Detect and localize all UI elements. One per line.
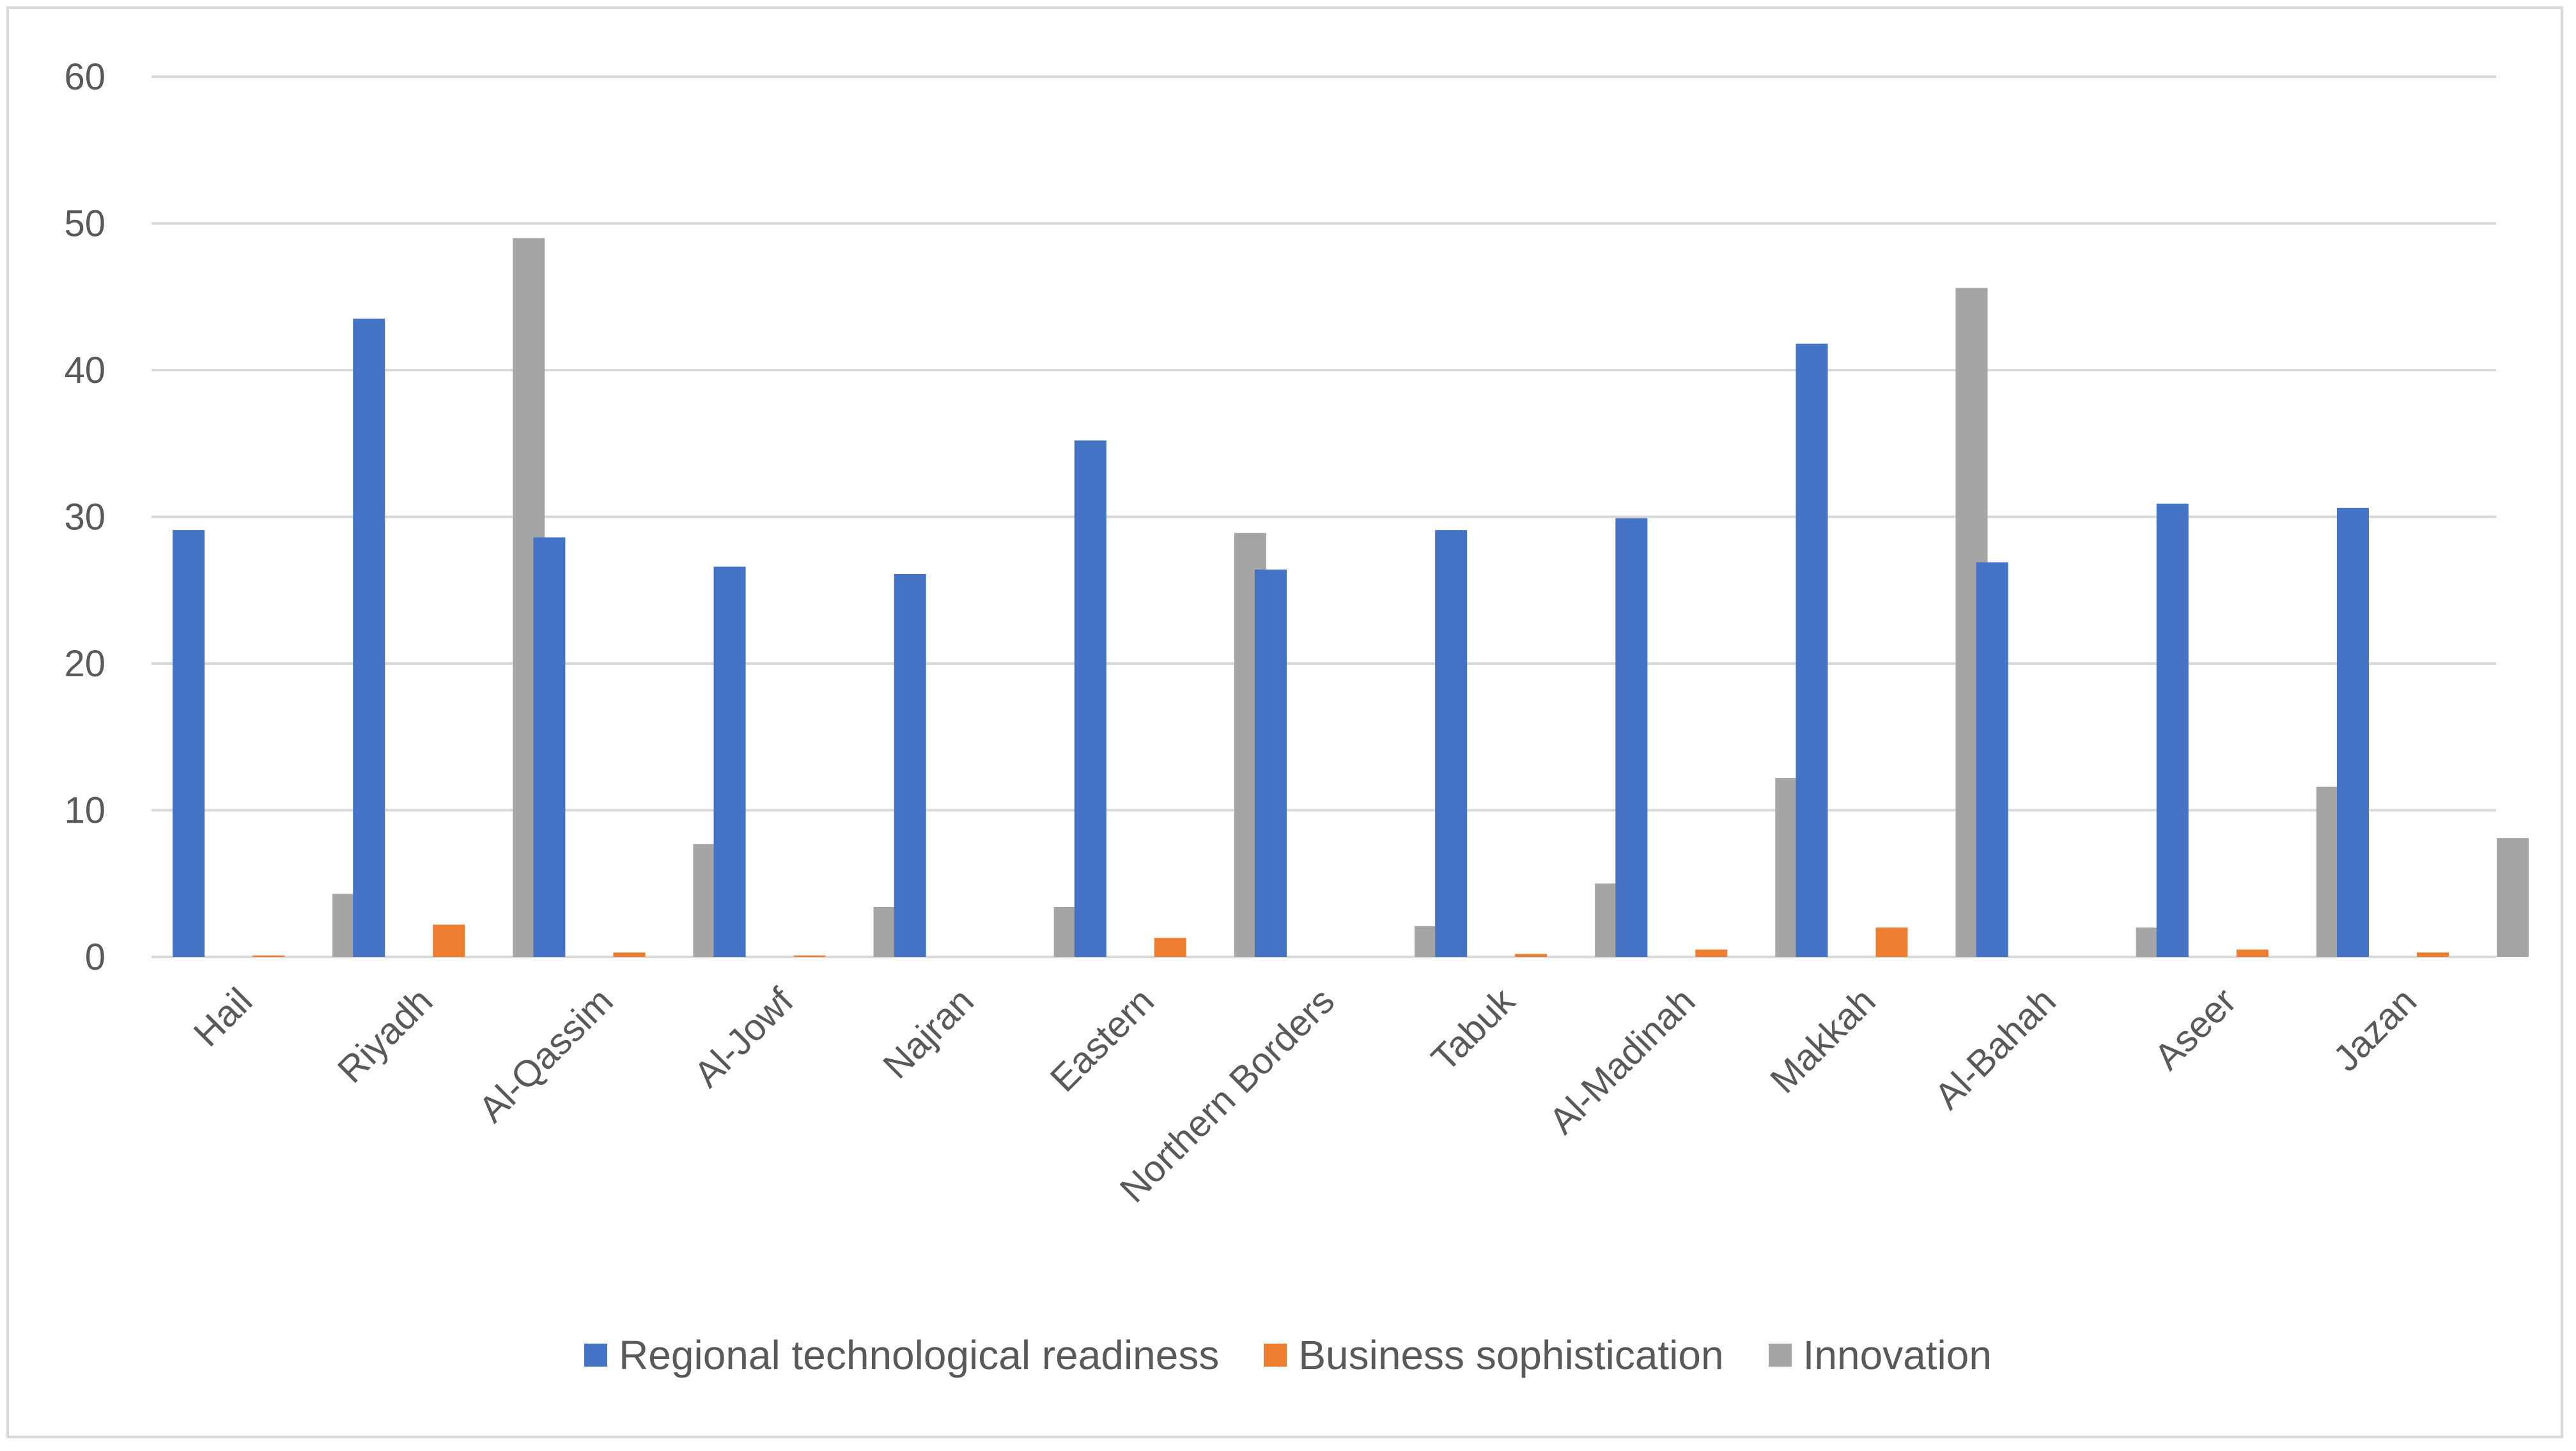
bar-business-sophistication-hail (252, 955, 285, 957)
x-tick-label: Jazan (2325, 980, 2425, 1079)
bar-business-sophistication-eastern (1154, 938, 1186, 957)
x-tick-label: Eastern (1043, 980, 1162, 1099)
bar-regional-technological-readiness-al-madinah (1615, 518, 1648, 957)
bar-business-sophistication-al-qassim (613, 952, 646, 957)
bar-business-sophistication-riyadh (433, 924, 465, 957)
legend-label: Business sophistication (1298, 1332, 1724, 1378)
y-tick-label: 30 (64, 497, 105, 538)
x-tick-label: Hail (186, 980, 261, 1055)
legend-item-regional-technological-readiness: Regional technological readiness (584, 1331, 1219, 1379)
bar-business-sophistication-al-jowf (793, 955, 826, 957)
legend-item-business-sophistication: Business sophistication (1264, 1331, 1724, 1379)
gridlines (151, 75, 2496, 958)
bar-regional-technological-readiness-najran (894, 574, 926, 957)
x-tick-label: Makkah (1762, 980, 1884, 1101)
bars (173, 238, 2529, 958)
bar-regional-technological-readiness-riyadh (353, 318, 385, 957)
x-tick-label: Al-Qassim (470, 980, 621, 1130)
legend-swatch (1264, 1344, 1287, 1367)
x-tick-label: Najran (875, 980, 982, 1087)
legend-label: Innovation (1803, 1332, 1992, 1378)
bar-regional-technological-readiness-hail (173, 530, 205, 957)
bar-regional-technological-readiness-jazan (2336, 508, 2369, 957)
legend: Regional technological readiness Busines… (0, 1330, 2576, 1381)
bar-regional-technological-readiness-al-qassim (533, 537, 566, 957)
y-tick-label: 0 (85, 936, 105, 978)
legend-swatch (584, 1344, 608, 1367)
bar-regional-technological-readiness-makkah (1796, 343, 1828, 957)
x-tick-label: Al-Jowf (686, 980, 802, 1096)
bar-regional-technological-readiness-aseer (2156, 503, 2189, 957)
bar-business-sophistication-tabuk (1515, 954, 1548, 957)
y-tick-label: 10 (64, 790, 105, 832)
legend-item-innovation: Innovation (1768, 1331, 1992, 1379)
x-tick-label: Al-Madinah (1541, 980, 1703, 1142)
y-tick-label: 40 (64, 350, 105, 391)
bar-regional-technological-readiness-tabuk (1435, 530, 1468, 957)
y-tick-label: 60 (64, 56, 105, 98)
legend-label: Regional technological readiness (619, 1332, 1220, 1378)
bar-regional-technological-readiness-al-jowf (713, 566, 746, 957)
bar-business-sophistication-aseer (2236, 949, 2269, 957)
x-tick-label: Tabuk (1424, 980, 1523, 1080)
bar-regional-technological-readiness-northern-borders (1255, 570, 1287, 957)
y-tick-label: 50 (64, 203, 105, 245)
x-tick-label: Aseer (2146, 980, 2244, 1078)
x-tick-label: Al-Bahah (1927, 980, 2064, 1117)
bar-business-sophistication-jazan (2416, 952, 2449, 957)
bar-regional-technological-readiness-eastern (1074, 440, 1106, 957)
x-axis-ticks: Hail Riyadh Al-Qassim Al-Jowf Najran EasternN… (186, 980, 2425, 1211)
y-tick-label: 20 (64, 643, 105, 685)
legend-swatch (1768, 1344, 1792, 1367)
bar-innovation-jazan (2496, 838, 2529, 957)
y-axis-ticks: 0 10 20 30 40 50 60 (64, 56, 105, 978)
x-tick-label: Riyadh (330, 980, 441, 1091)
bar-business-sophistication-al-madinah (1695, 949, 1728, 957)
bar-regional-technological-readiness-al-bahah (1976, 562, 2008, 957)
bar-business-sophistication-makkah (1875, 927, 1908, 957)
